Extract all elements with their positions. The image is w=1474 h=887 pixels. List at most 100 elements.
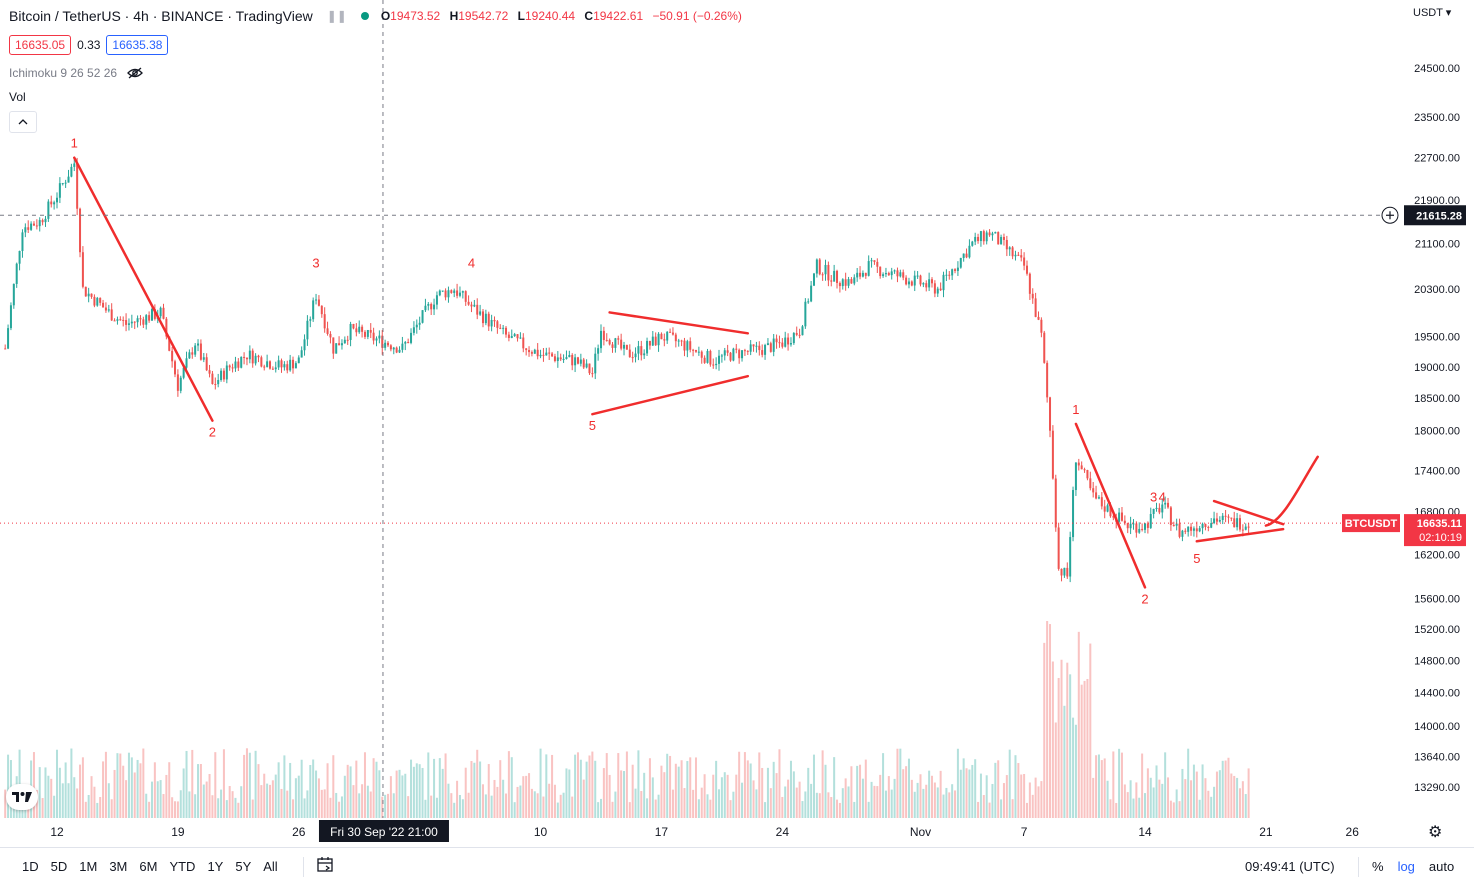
range-button-1d[interactable]: 1D — [22, 859, 39, 874]
candle-body — [979, 231, 982, 242]
volume-bar — [1238, 788, 1241, 818]
indicator-legend[interactable]: Ichimoku 9 26 52 26 — [9, 66, 143, 80]
volume-bar — [951, 784, 954, 818]
candle-body — [464, 291, 467, 302]
utc-clock[interactable]: 09:49:41 (UTC) — [1245, 859, 1335, 874]
percent-scale-button[interactable]: % — [1372, 859, 1384, 874]
volume-bar — [464, 767, 467, 818]
volume-legend[interactable]: Vol — [9, 90, 26, 104]
candle-body — [1109, 505, 1112, 517]
trend-line[interactable] — [1195, 527, 1285, 543]
tradingview-logo-icon[interactable] — [6, 784, 38, 810]
volume-bar — [421, 767, 424, 818]
candle-body — [692, 349, 695, 351]
symbol-title[interactable]: Bitcoin / TetherUS · 4h · BINANCE · Trad… — [9, 8, 313, 24]
log-scale-button[interactable]: log — [1397, 859, 1415, 874]
candle-body — [338, 343, 341, 346]
range-button-ytd[interactable]: YTD — [169, 859, 196, 874]
projection-curve[interactable] — [1264, 455, 1319, 527]
wave-label[interactable]: 5 — [1193, 551, 1200, 566]
collapse-legend-button[interactable] — [9, 111, 37, 133]
volume-bar — [389, 776, 392, 818]
candle-body — [30, 223, 33, 230]
volume-bar — [735, 774, 738, 818]
wave-label[interactable]: 2 — [1141, 591, 1148, 606]
volume-bar — [435, 797, 438, 818]
volume-bar — [1014, 755, 1017, 818]
range-button-1y[interactable]: 1Y — [207, 859, 224, 874]
volume-bar — [930, 775, 934, 818]
range-button-1m[interactable]: 1M — [79, 859, 98, 874]
eye-hidden-icon[interactable] — [127, 67, 143, 79]
symbol-tag[interactable]: BTCUSDT — [1345, 518, 1398, 530]
price-axis[interactable]: 13290.00 13640.00 14000.00 14400.00 14800.00… — [1342, 0, 1474, 847]
range-button-6m[interactable]: 6M — [139, 859, 158, 874]
candle-body — [185, 358, 188, 368]
volume-bar — [654, 799, 657, 818]
candle-body — [211, 373, 214, 385]
candle-body — [925, 283, 928, 288]
candle-body — [21, 232, 24, 251]
volume-bar — [683, 788, 686, 818]
wave-label[interactable]: 2 — [209, 425, 216, 440]
candle-body — [594, 353, 597, 374]
candle-body — [939, 288, 942, 291]
candle-body — [648, 340, 651, 346]
wave-label[interactable]: 1 — [1072, 402, 1079, 417]
volume-bar — [539, 748, 542, 818]
trend-line[interactable] — [73, 156, 214, 422]
candle-body — [1141, 528, 1144, 530]
calendar-icon[interactable] — [316, 856, 334, 874]
volume-bar — [594, 760, 597, 818]
volume-bar — [116, 753, 119, 818]
range-button-3m[interactable]: 3M — [109, 859, 128, 874]
candle-body — [496, 321, 499, 328]
ichimoku-label[interactable]: Ichimoku 9 26 52 26 — [9, 66, 118, 80]
currency-selector[interactable]: USDT ▾ — [1413, 7, 1452, 19]
volume-bar — [965, 768, 968, 818]
range-button-5d[interactable]: 5D — [50, 859, 68, 874]
wave-label[interactable]: 1 — [71, 136, 78, 151]
trend-line[interactable] — [608, 311, 750, 335]
wave-label[interactable]: 4 — [1159, 490, 1166, 505]
volume-bar — [1155, 765, 1158, 818]
volume-bar — [574, 754, 577, 818]
wave-label[interactable]: 3 — [1150, 490, 1157, 505]
candle-body — [1143, 523, 1147, 530]
volume-bar — [1060, 659, 1063, 818]
auto-scale-button[interactable]: auto — [1428, 859, 1455, 874]
candle-body — [61, 183, 64, 185]
volume-bar — [729, 800, 732, 818]
pause-icon[interactable]: ❚❚ — [326, 9, 347, 23]
trend-line[interactable] — [1074, 422, 1147, 589]
buy-price-button[interactable]: 16635.38 — [106, 35, 169, 55]
candle-body — [539, 354, 542, 357]
wave-label[interactable]: 3 — [312, 256, 319, 271]
chart-settings-gear-icon[interactable]: ⚙ — [1428, 824, 1443, 841]
range-button-5y[interactable]: 5Y — [235, 859, 252, 874]
trend-line[interactable] — [591, 374, 750, 416]
volume-bar — [317, 778, 320, 818]
time-tick-label: 17 — [655, 825, 669, 839]
candle-body — [694, 349, 697, 352]
candle-body — [1152, 508, 1155, 514]
wave-label[interactable]: 4 — [468, 256, 475, 271]
time-axis[interactable]: 12 19 26 10 17 24 Nov 7 14 21 26 Fri 30 Sep '22 21:… — [50, 820, 1359, 842]
volume-bar — [902, 769, 905, 818]
range-button-all[interactable]: All — [263, 859, 278, 874]
volume-bar — [533, 791, 536, 818]
candle-body — [7, 328, 10, 349]
volume-bar — [1164, 752, 1167, 818]
volume-bar — [945, 787, 948, 818]
wave-label[interactable]: 5 — [589, 418, 596, 433]
volume-bar — [1112, 751, 1115, 818]
trend-line[interactable] — [1212, 499, 1285, 526]
candle-body — [657, 333, 660, 346]
candle-body — [896, 270, 899, 277]
sell-price-button[interactable]: 16635.05 — [9, 35, 72, 55]
candle-body — [1066, 567, 1069, 577]
price-tick-label: 18500.00 — [1414, 393, 1460, 405]
volume-bar — [510, 757, 513, 818]
